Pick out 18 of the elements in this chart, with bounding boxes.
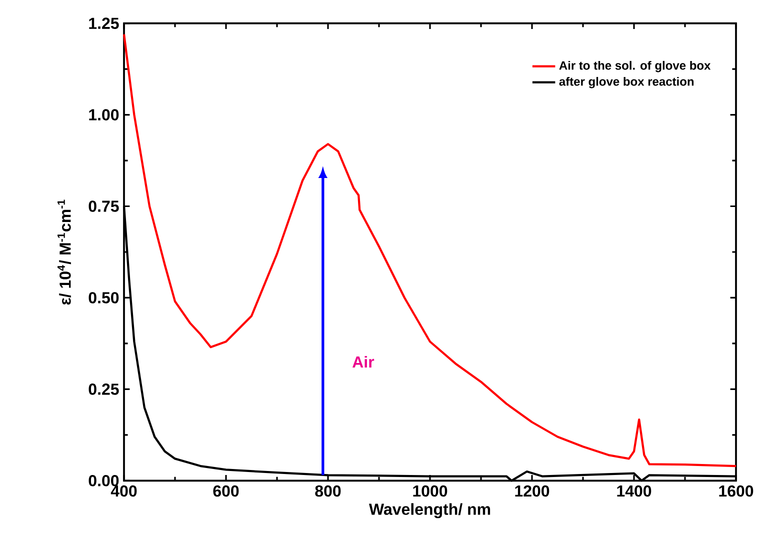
y-tick-label: 0.25: [88, 384, 119, 395]
x-tick-label: 800: [315, 485, 341, 497]
legend-label: after glove box reaction: [559, 76, 694, 88]
y-tick-label: 1.25: [89, 18, 119, 29]
x-axis-title: Wavelength/ nm: [368, 503, 490, 518]
x-tick-label: 600: [213, 485, 239, 497]
annotation: Air: [352, 356, 374, 368]
y-tick-label: 1.00: [89, 109, 119, 120]
y-axis-title: ε/ 10$^{4}$/ M$^{-1}$cm$^{-1}$: [58, 200, 71, 305]
x-tick-label: 1600: [719, 485, 754, 497]
x-tick-label: 1000: [413, 485, 448, 497]
legend-label: Air to the sol. of glove box: [559, 60, 711, 72]
x-tick-label: 1200: [515, 485, 550, 497]
x-tick-label: 1400: [617, 485, 652, 497]
y-tick-label: 0.75: [88, 200, 119, 212]
x-tick-label: 400: [110, 485, 137, 497]
y-tick-label: 0.50: [88, 292, 119, 304]
y-tick-label: 0.00: [88, 474, 119, 486]
